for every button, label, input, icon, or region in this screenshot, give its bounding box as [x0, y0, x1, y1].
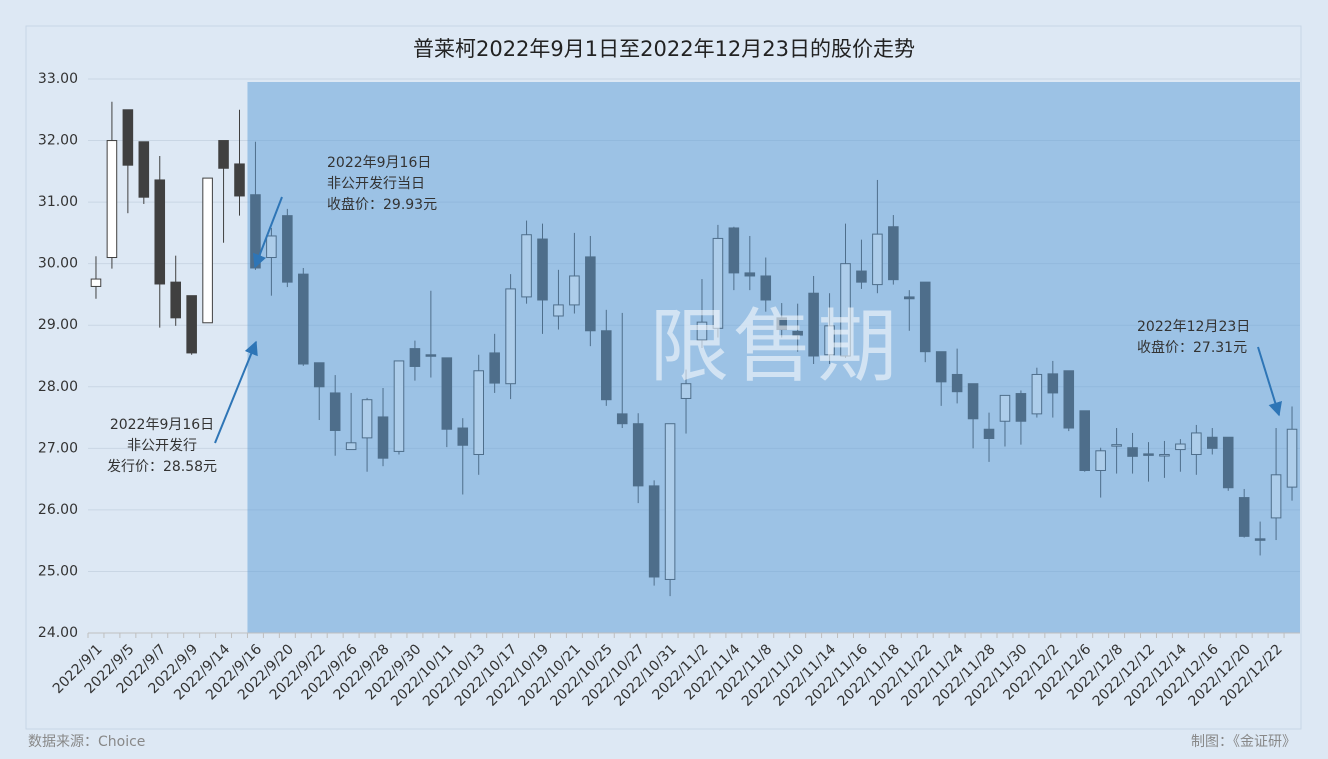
y-tick-label: 33.00	[38, 71, 78, 87]
annotation: 2022年12月23日	[1137, 319, 1250, 335]
y-tick-label: 32.00	[38, 133, 78, 149]
annotation: 收盘价：27.31元	[1137, 339, 1247, 356]
arrow	[214, 340, 258, 444]
y-tick-label: 26.00	[38, 502, 78, 518]
y-tick-label: 24.00	[38, 625, 78, 641]
arrow	[253, 196, 283, 269]
chart-title: 普莱柯2022年9月1日至2022年12月23日的股价走势	[413, 37, 915, 61]
candle-body	[106, 140, 118, 259]
source: 数据来源：Choice	[28, 734, 145, 750]
annotation: 2022年9月16日	[327, 155, 431, 171]
watermark: 限售期	[649, 300, 901, 393]
annotation: 发行价：28.58元	[107, 459, 217, 475]
annotation: 2022年9月16日	[110, 417, 214, 433]
y-tick-label: 27.00	[38, 440, 78, 456]
annotation: 非公开发行	[127, 438, 197, 454]
candle-body	[122, 109, 134, 166]
candle-body	[202, 177, 213, 324]
credit: 制图：《金证研》	[1191, 734, 1296, 750]
frame	[25, 25, 1302, 730]
candle-body	[154, 179, 166, 285]
y-tick-label: 30.00	[38, 256, 78, 272]
y-tick-label: 25.00	[38, 563, 78, 579]
candle-body	[170, 281, 181, 319]
candle-body	[186, 295, 197, 354]
candle-body	[138, 141, 150, 198]
candle-body	[218, 140, 229, 169]
y-tick-label: 28.00	[38, 379, 78, 395]
arrow	[1257, 346, 1282, 417]
candle-body	[90, 278, 102, 287]
candle-body	[234, 163, 245, 197]
annotation: 收盘价：29.93元	[327, 196, 437, 213]
annotation: 非公开发行当日	[327, 176, 425, 192]
y-tick-label: 29.00	[38, 317, 78, 333]
highlight-region	[247, 82, 1301, 633]
y-tick-label: 31.00	[38, 194, 78, 210]
